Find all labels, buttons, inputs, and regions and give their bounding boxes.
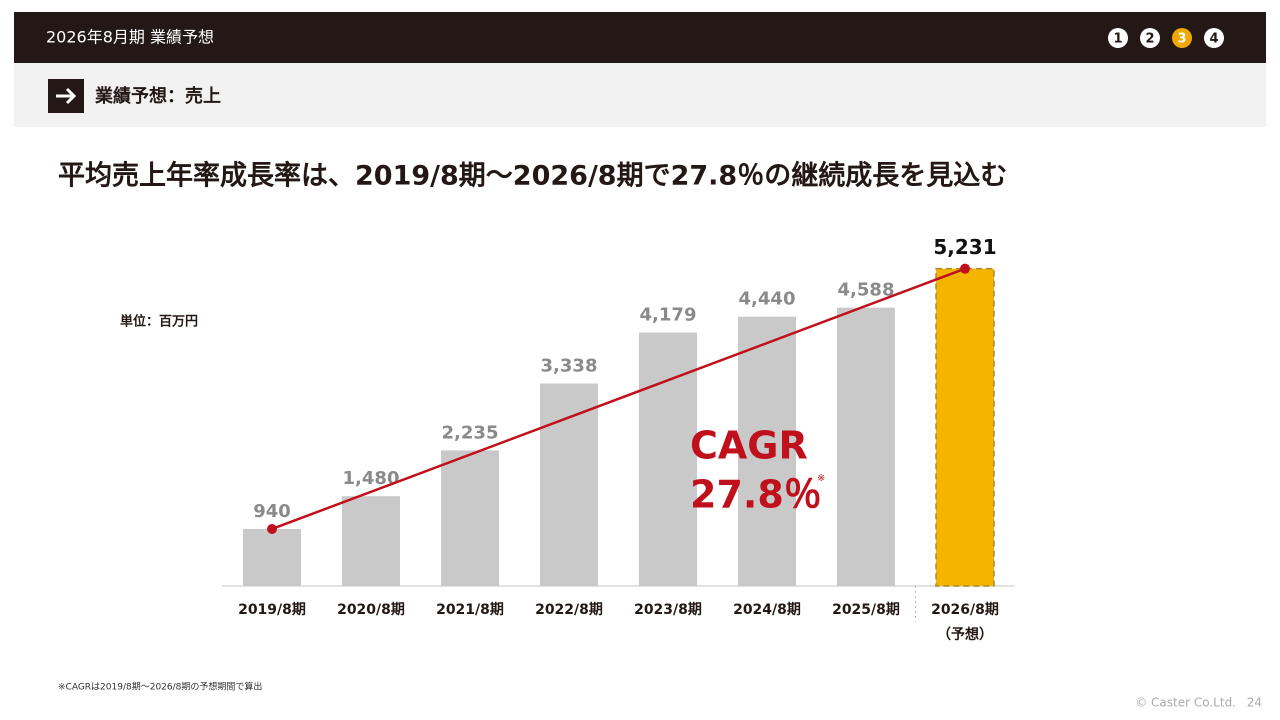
- category-label: 2022/8期: [535, 602, 603, 618]
- step-number: 4: [1209, 32, 1218, 47]
- cagr-point: [267, 523, 277, 534]
- cagr-mark: ※: [817, 473, 825, 484]
- category-label: 2026/8期: [931, 602, 999, 618]
- value-label: 1,480: [343, 468, 400, 489]
- bar: [935, 267, 995, 587]
- cagr-label: CAGR: [690, 424, 808, 468]
- value-label: 940: [253, 501, 291, 522]
- category-label: 2023/8期: [634, 602, 702, 618]
- footnote: ※CAGRは2019/8期～2026/8期の予想期間で算出: [58, 681, 262, 693]
- cagr-line: [271, 267, 966, 531]
- step-indicator: [1140, 28, 1160, 48]
- value-label: 4,440: [739, 289, 796, 310]
- unit-label: 単位：百万円: [120, 314, 198, 330]
- copyright: © Caster Co.Ltd.: [1135, 696, 1236, 710]
- category-label: 2021/8期: [436, 602, 504, 618]
- header-bar: [14, 12, 1266, 63]
- cagr-value: 27.8％: [690, 473, 822, 517]
- bar: [738, 316, 796, 586]
- value-label: 4,179: [640, 304, 697, 325]
- category-label: 2020/8期: [337, 602, 405, 618]
- cagr-point: [960, 263, 970, 274]
- section-band: [14, 63, 1266, 127]
- step-number: 2: [1145, 32, 1154, 47]
- bar: [342, 496, 400, 586]
- bar: [639, 332, 697, 586]
- step-indicator: [1172, 28, 1192, 48]
- step-number: 3: [1177, 32, 1186, 47]
- header-title: 2026年8月期 業績予想: [46, 28, 214, 47]
- category-label: 2019/8期: [238, 602, 306, 618]
- value-label: 5,231: [933, 235, 996, 259]
- headline: 平均売上年率成長率は、2019/8期～2026/8期で27.8％の継続成長を見込…: [58, 160, 1007, 192]
- category-label: 2024/8期: [733, 602, 801, 618]
- category-label: 2025/8期: [832, 602, 900, 618]
- bar: [441, 450, 499, 586]
- step-indicator: [1108, 28, 1128, 48]
- bar: [540, 383, 598, 586]
- category-note: （予想）: [937, 626, 993, 643]
- step-indicator: [1204, 28, 1224, 48]
- arrow-icon: [56, 87, 77, 105]
- value-label: 4,588: [838, 280, 895, 301]
- value-label: 3,338: [541, 355, 598, 376]
- step-number: 1: [1113, 32, 1122, 47]
- value-label: 2,235: [442, 422, 499, 443]
- page-number: 24: [1247, 696, 1262, 710]
- bar: [837, 307, 895, 586]
- section-title: 業績予想：売上: [94, 85, 221, 107]
- bar: [243, 528, 301, 586]
